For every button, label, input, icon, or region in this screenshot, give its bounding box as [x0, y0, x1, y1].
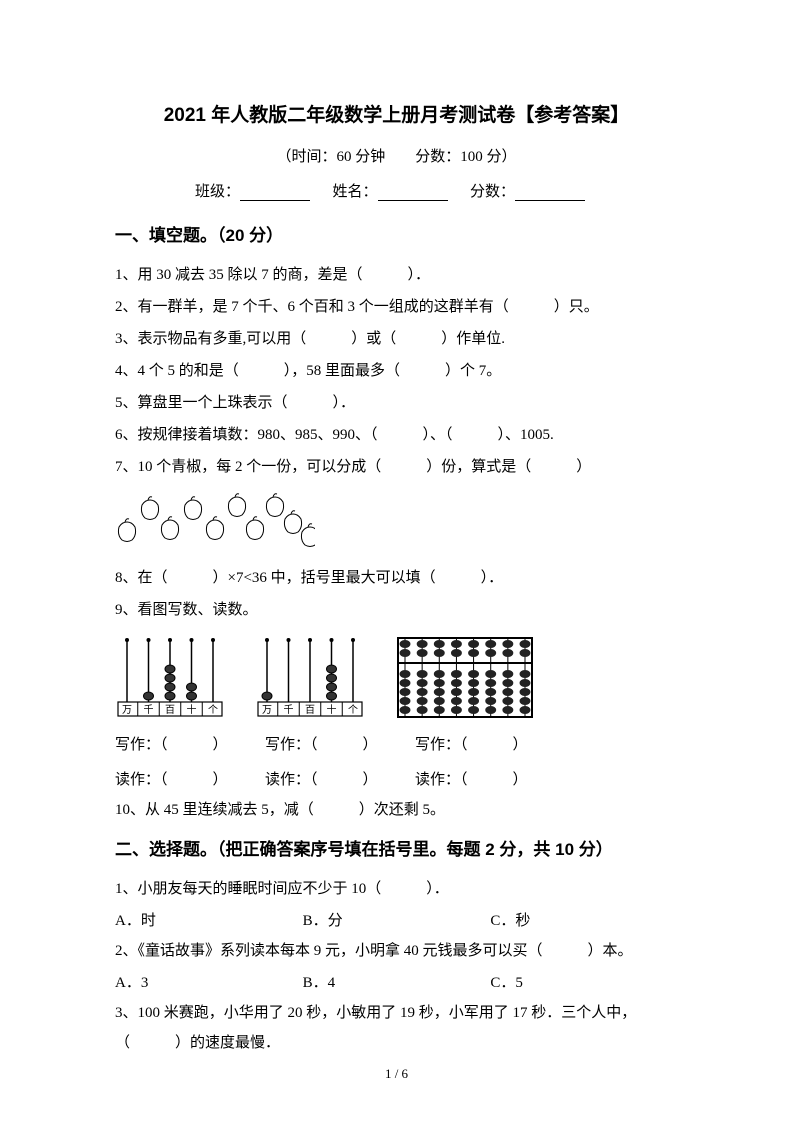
write-row: 写作：（ ） 写作：（ ） 写作：（ ）: [115, 730, 678, 760]
question-1-9: 9、看图写数、读数。: [115, 595, 678, 625]
choice-2-2b: B．4: [303, 968, 491, 998]
page-footer: 1 / 6: [0, 1066, 793, 1082]
svg-text:千: 千: [284, 704, 294, 716]
abacus-row: 万千百十个 万千百十个: [115, 635, 678, 720]
svg-text:百: 百: [305, 704, 315, 716]
write-3: 写作：（ ）: [415, 730, 565, 760]
name-label: 姓名：: [333, 184, 378, 200]
choice-2-1a: A．时: [115, 906, 303, 936]
choice-2-1: A．时 B．分 C．秒: [115, 906, 678, 936]
choice-2-2: A．3 B．4 C．5: [115, 968, 678, 998]
choice-2-1c: C．秒: [490, 906, 678, 936]
abacus-3: [395, 635, 535, 720]
abacus-1: 万 千百十个: [115, 635, 225, 720]
question-2-1: 1、小朋友每天的睡眠时间应不少于 10（ ）．: [115, 874, 678, 904]
read-1: 读作：（ ）: [115, 765, 265, 795]
pepper-image: [115, 490, 678, 555]
question-1-7: 7、10 个青椒，每 2 个一份，可以分成（ ）份，算式是（ ）: [115, 452, 678, 482]
question-1-5: 5、算盘里一个上珠表示（ ）．: [115, 388, 678, 418]
svg-text:十: 十: [187, 703, 197, 716]
write-2: 写作：（ ）: [265, 730, 415, 760]
svg-text:百: 百: [165, 704, 175, 716]
question-1-10: 10、从 45 里连续减去 5，减（ ）次还剩 5。: [115, 795, 678, 825]
abacus-2: 万 千百十个: [255, 635, 365, 720]
question-2-2: 2、《童话故事》系列读本每本 9 元，小明拿 40 元钱最多可以买（ ）本。: [115, 936, 678, 966]
score-label: 分数：: [470, 184, 515, 200]
class-label: 班级：: [195, 184, 240, 200]
write-1: 写作：（ ）: [115, 730, 265, 760]
question-1-8: 8、在（ ）×7<36 中，括号里最大可以填（ ）．: [115, 563, 678, 593]
svg-text:十: 十: [327, 703, 337, 716]
choice-2-1b: B．分: [303, 906, 491, 936]
svg-text:万: 万: [122, 705, 132, 716]
question-2-3: 3、100 米赛跑，小华用了 20 秒，小敏用了 19 秒，小军用了 17 秒．…: [115, 998, 678, 1058]
question-1-4: 4、4 个 5 的和是（ ），58 里面最多（ ）个 7。: [115, 356, 678, 386]
section2-header: 二、选择题。（把正确答案序号填在括号里。每题 2 分，共 10 分）: [115, 835, 678, 860]
svg-text:千: 千: [144, 704, 154, 716]
read-3: 读作：（ ）: [415, 765, 565, 795]
name-blank: [378, 185, 448, 201]
svg-text:万: 万: [262, 705, 272, 716]
question-1-2: 2、有一群羊，是 7 个千、6 个百和 3 个一组成的这群羊有（ ）只。: [115, 292, 678, 322]
choice-2-2c: C．5: [490, 968, 678, 998]
class-blank: [240, 185, 310, 201]
question-1-1: 1、用 30 减去 35 除以 7 的商，差是（ ）．: [115, 260, 678, 290]
choice-2-2a: A．3: [115, 968, 303, 998]
page-title: 2021 年人教版二年级数学上册月考测试卷【参考答案】: [115, 100, 678, 127]
score-blank: [515, 185, 585, 201]
svg-text:个: 个: [208, 704, 218, 716]
student-info: 班级： 姓名： 分数：: [115, 180, 678, 201]
question-1-6: 6、按规律接着填数：980、985、990、（ ）、（ ）、1005.: [115, 420, 678, 450]
page-subtitle: （时间：60 分钟 分数：100 分）: [115, 145, 678, 166]
question-1-3: 3、表示物品有多重,可以用（ ）或（ ）作单位.: [115, 324, 678, 354]
svg-text:个: 个: [348, 704, 358, 716]
read-row: 读作：（ ） 读作：（ ） 读作：（ ）: [115, 765, 678, 795]
read-2: 读作：（ ）: [265, 765, 415, 795]
section1-header: 一、填空题。（20 分）: [115, 221, 678, 246]
